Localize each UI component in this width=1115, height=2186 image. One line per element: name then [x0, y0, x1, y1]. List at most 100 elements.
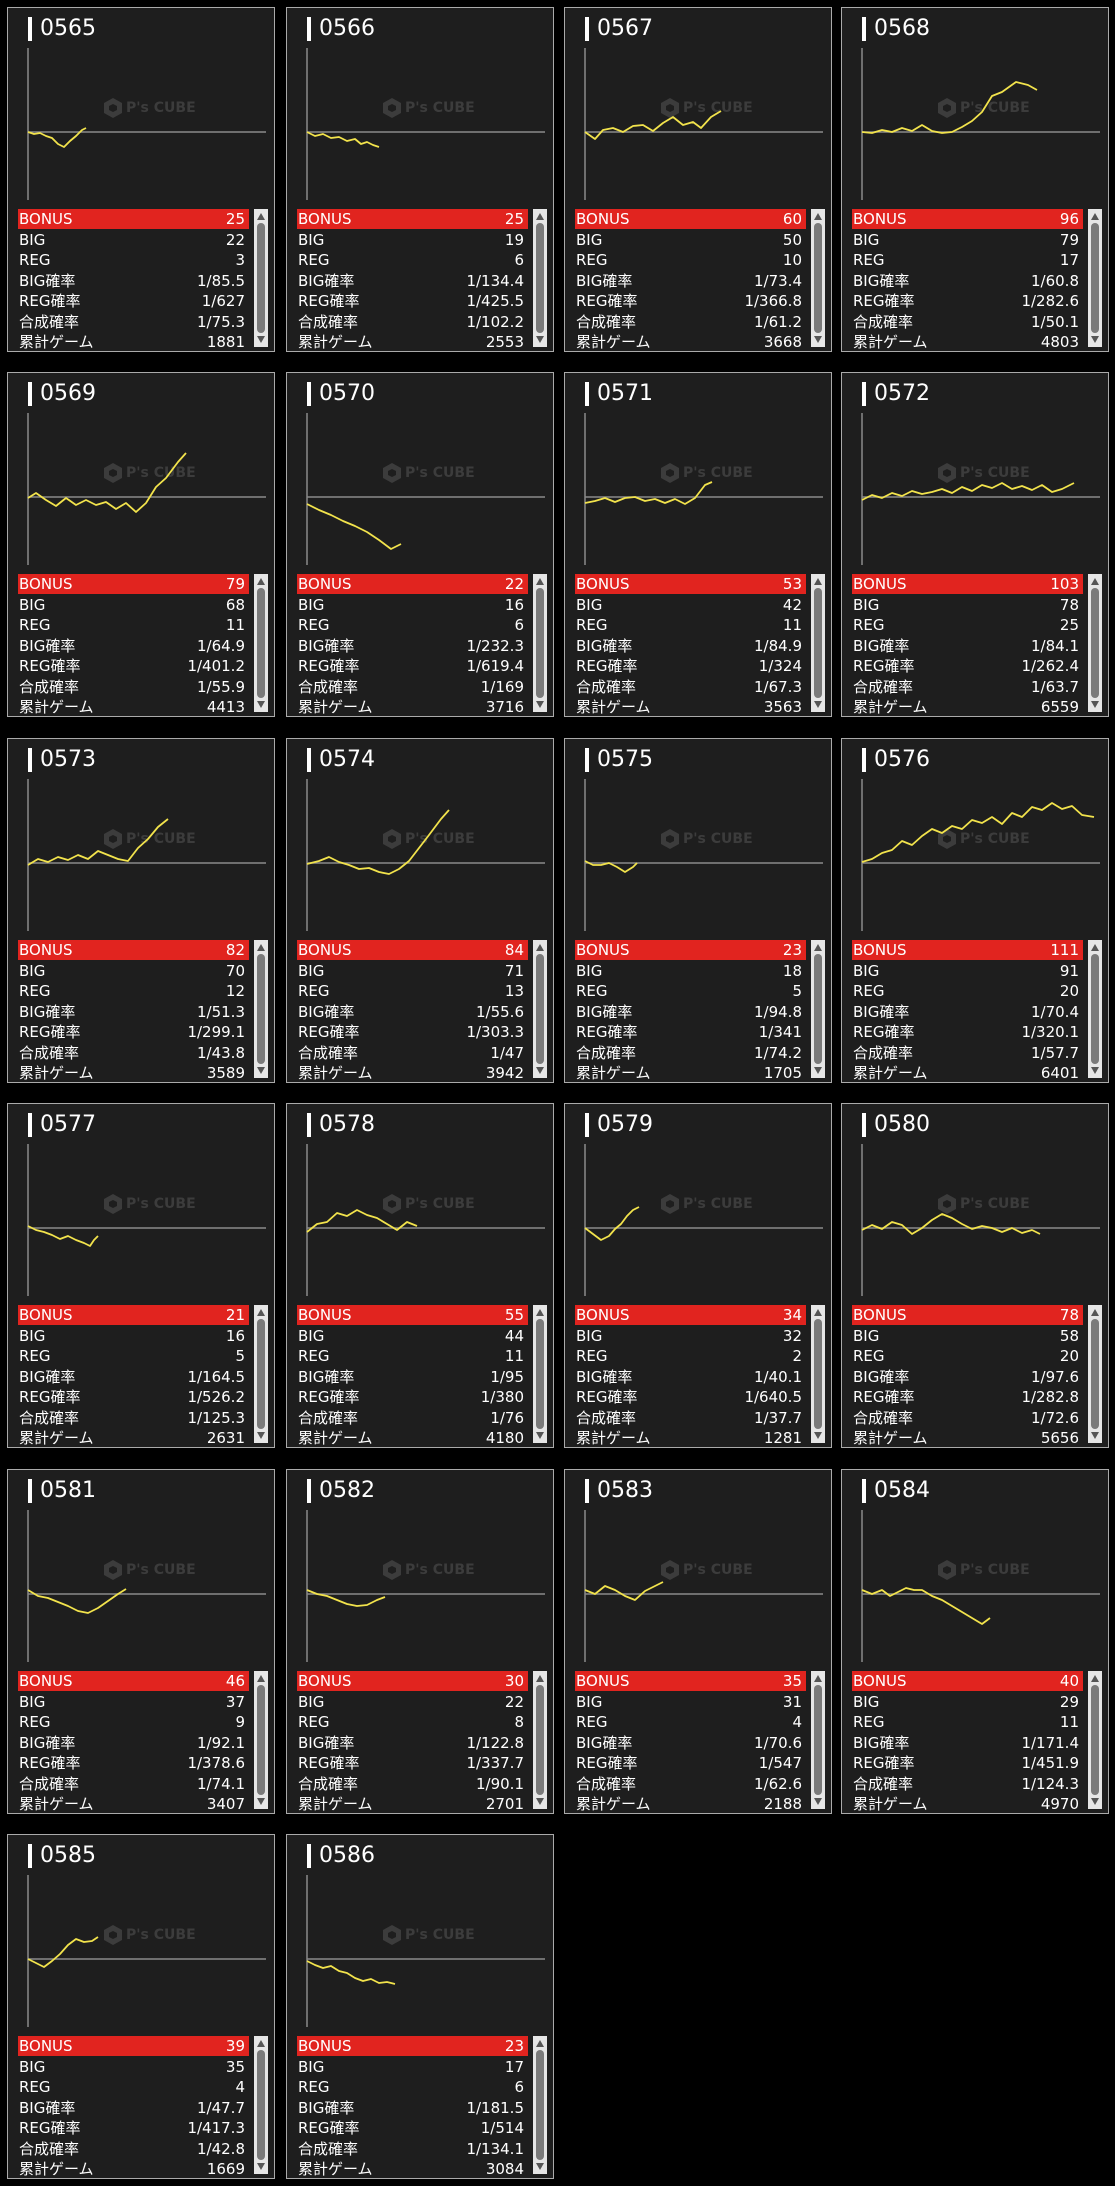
- scroll-up-icon[interactable]: [536, 2040, 544, 2047]
- scroll-thumb[interactable]: [257, 223, 265, 333]
- stats-scrollbar[interactable]: [811, 574, 825, 712]
- scroll-thumb[interactable]: [814, 223, 822, 333]
- scroll-up-icon[interactable]: [257, 1309, 265, 1316]
- scroll-up-icon[interactable]: [814, 1675, 822, 1682]
- scroll-down-icon[interactable]: [1091, 1798, 1099, 1805]
- machine-card[interactable]: 0579 P's CUBE BONUS 34 BIG 32 REG 2 BIG確率 1/40.1 R…: [564, 1103, 832, 1448]
- scroll-up-icon[interactable]: [536, 578, 544, 585]
- stats-scrollbar[interactable]: [1088, 1305, 1102, 1443]
- scroll-thumb[interactable]: [1091, 1685, 1099, 1795]
- scroll-thumb[interactable]: [814, 1319, 822, 1429]
- scroll-down-icon[interactable]: [257, 336, 265, 343]
- scroll-up-icon[interactable]: [814, 578, 822, 585]
- stats-scrollbar[interactable]: [254, 1671, 268, 1809]
- machine-card[interactable]: 0566 P's CUBE BONUS 25 BIG 19 REG 6 BIG確率 1/134.4…: [286, 7, 554, 352]
- stats-scrollbar[interactable]: [1088, 1671, 1102, 1809]
- machine-card[interactable]: 0565 P's CUBE BONUS 25 BIG 22 REG 3 BIG確率 1/85.5 R…: [7, 7, 275, 352]
- stats-scrollbar[interactable]: [533, 2036, 547, 2174]
- scroll-up-icon[interactable]: [257, 578, 265, 585]
- scroll-down-icon[interactable]: [257, 1798, 265, 1805]
- machine-card[interactable]: 0576 P's CUBE BONUS 111 BIG 91 REG 20 BIG確率 1/70.…: [841, 738, 1109, 1083]
- scroll-down-icon[interactable]: [257, 2163, 265, 2170]
- scroll-up-icon[interactable]: [536, 944, 544, 951]
- scroll-up-icon[interactable]: [536, 1309, 544, 1316]
- stats-scrollbar[interactable]: [811, 940, 825, 1078]
- scroll-up-icon[interactable]: [536, 213, 544, 220]
- scroll-thumb[interactable]: [536, 1685, 544, 1795]
- scroll-down-icon[interactable]: [1091, 1432, 1099, 1439]
- machine-card[interactable]: 0567 P's CUBE BONUS 60 BIG 50 REG 10 BIG確率 1/73.4…: [564, 7, 832, 352]
- scroll-down-icon[interactable]: [1091, 1067, 1099, 1074]
- scroll-thumb[interactable]: [814, 954, 822, 1064]
- scroll-up-icon[interactable]: [536, 1675, 544, 1682]
- stats-scrollbar[interactable]: [533, 940, 547, 1078]
- stats-scrollbar[interactable]: [533, 574, 547, 712]
- stats-scrollbar[interactable]: [254, 940, 268, 1078]
- stats-scrollbar[interactable]: [1088, 209, 1102, 347]
- scroll-down-icon[interactable]: [814, 1067, 822, 1074]
- scroll-up-icon[interactable]: [257, 2040, 265, 2047]
- stats-scrollbar[interactable]: [1088, 940, 1102, 1078]
- scroll-down-icon[interactable]: [257, 1067, 265, 1074]
- scroll-up-icon[interactable]: [257, 213, 265, 220]
- scroll-thumb[interactable]: [536, 223, 544, 333]
- machine-card[interactable]: 0578 P's CUBE BONUS 55 BIG 44 REG 11 BIG確率 1/95 RE…: [286, 1103, 554, 1448]
- scroll-up-icon[interactable]: [814, 944, 822, 951]
- machine-card[interactable]: 0582 P's CUBE BONUS 30 BIG 22 REG 8 BIG確率 1/122.8…: [286, 1469, 554, 1814]
- machine-card[interactable]: 0583 P's CUBE BONUS 35 BIG 31 REG 4 BIG確率 1/70.6 R…: [564, 1469, 832, 1814]
- scroll-thumb[interactable]: [257, 1319, 265, 1429]
- scroll-thumb[interactable]: [1091, 223, 1099, 333]
- scroll-up-icon[interactable]: [1091, 1675, 1099, 1682]
- scroll-down-icon[interactable]: [1091, 701, 1099, 708]
- machine-card[interactable]: 0574 P's CUBE BONUS 84 BIG 71 REG 13 BIG確率 1/55.6…: [286, 738, 554, 1083]
- stats-scrollbar[interactable]: [533, 1671, 547, 1809]
- scroll-down-icon[interactable]: [257, 701, 265, 708]
- scroll-thumb[interactable]: [814, 1685, 822, 1795]
- scroll-up-icon[interactable]: [257, 944, 265, 951]
- scroll-down-icon[interactable]: [257, 1432, 265, 1439]
- scroll-thumb[interactable]: [814, 588, 822, 698]
- scroll-thumb[interactable]: [1091, 588, 1099, 698]
- scroll-down-icon[interactable]: [536, 2163, 544, 2170]
- scroll-thumb[interactable]: [257, 588, 265, 698]
- machine-card[interactable]: 0575 P's CUBE BONUS 23 BIG 18 REG 5 BIG確率 1/94.8 R…: [564, 738, 832, 1083]
- scroll-down-icon[interactable]: [536, 1798, 544, 1805]
- scroll-down-icon[interactable]: [1091, 336, 1099, 343]
- stats-scrollbar[interactable]: [811, 1671, 825, 1809]
- scroll-down-icon[interactable]: [536, 1432, 544, 1439]
- scroll-down-icon[interactable]: [814, 701, 822, 708]
- stats-scrollbar[interactable]: [1088, 574, 1102, 712]
- scroll-thumb[interactable]: [257, 2050, 265, 2160]
- scroll-thumb[interactable]: [257, 1685, 265, 1795]
- machine-card[interactable]: 0568 P's CUBE BONUS 96 BIG 79 REG 17 BIG確率 1/60.8…: [841, 7, 1109, 352]
- stats-scrollbar[interactable]: [533, 1305, 547, 1443]
- machine-card[interactable]: 0570 P's CUBE BONUS 22 BIG 16 REG 6 BIG確率 1/232.3…: [286, 372, 554, 717]
- scroll-thumb[interactable]: [1091, 954, 1099, 1064]
- scroll-down-icon[interactable]: [814, 1798, 822, 1805]
- scroll-down-icon[interactable]: [814, 1432, 822, 1439]
- stats-scrollbar[interactable]: [254, 209, 268, 347]
- machine-card[interactable]: 0580 P's CUBE BONUS 78 BIG 58 REG 20 BIG確率 1/97.6…: [841, 1103, 1109, 1448]
- stats-scrollbar[interactable]: [254, 2036, 268, 2174]
- stats-scrollbar[interactable]: [811, 209, 825, 347]
- scroll-thumb[interactable]: [536, 588, 544, 698]
- scroll-up-icon[interactable]: [1091, 213, 1099, 220]
- scroll-up-icon[interactable]: [814, 213, 822, 220]
- stats-scrollbar[interactable]: [811, 1305, 825, 1443]
- scroll-down-icon[interactable]: [536, 701, 544, 708]
- scroll-down-icon[interactable]: [536, 336, 544, 343]
- machine-card[interactable]: 0585 P's CUBE BONUS 39 BIG 35 REG 4 BIG確率 1/47.7 R…: [7, 1834, 275, 2179]
- scroll-down-icon[interactable]: [536, 1067, 544, 1074]
- stats-scrollbar[interactable]: [254, 574, 268, 712]
- machine-card[interactable]: 0572 P's CUBE BONUS 103 BIG 78 REG 25 BIG確率 1/84.…: [841, 372, 1109, 717]
- machine-card[interactable]: 0581 P's CUBE BONUS 46 BIG 37 REG 9 BIG確率 1/92.1 R…: [7, 1469, 275, 1814]
- scroll-up-icon[interactable]: [814, 1309, 822, 1316]
- scroll-thumb[interactable]: [536, 2050, 544, 2160]
- stats-scrollbar[interactable]: [533, 209, 547, 347]
- scroll-up-icon[interactable]: [1091, 944, 1099, 951]
- scroll-thumb[interactable]: [257, 954, 265, 1064]
- scroll-down-icon[interactable]: [814, 336, 822, 343]
- machine-card[interactable]: 0586 P's CUBE BONUS 23 BIG 17 REG 6 BIG確率 1/181.5…: [286, 1834, 554, 2179]
- scroll-thumb[interactable]: [536, 954, 544, 1064]
- scroll-up-icon[interactable]: [1091, 578, 1099, 585]
